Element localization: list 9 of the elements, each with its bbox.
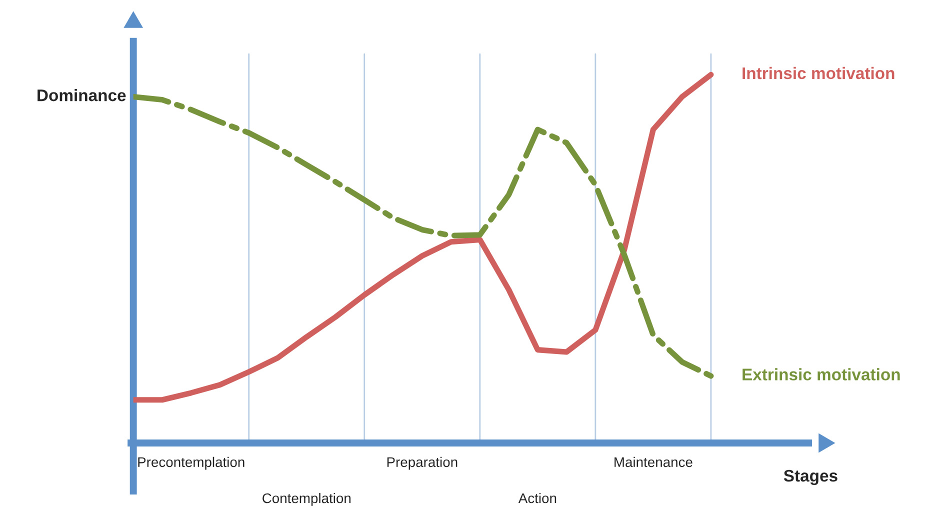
x-tick-label: Precontemplation (138, 456, 244, 470)
series-label: Extrinsic motivation (742, 368, 900, 380)
series-label: Intrinsic motivation (742, 66, 894, 80)
x-tick-label: Contemplation (262, 492, 351, 506)
x-tick-label: Preparation (387, 456, 458, 470)
x-tick-label: Maintenance (614, 456, 692, 468)
x-tick-label: Action (518, 492, 556, 504)
x-axis-title: Stages (784, 470, 838, 486)
y-axis-title: Dominance (38, 89, 126, 102)
